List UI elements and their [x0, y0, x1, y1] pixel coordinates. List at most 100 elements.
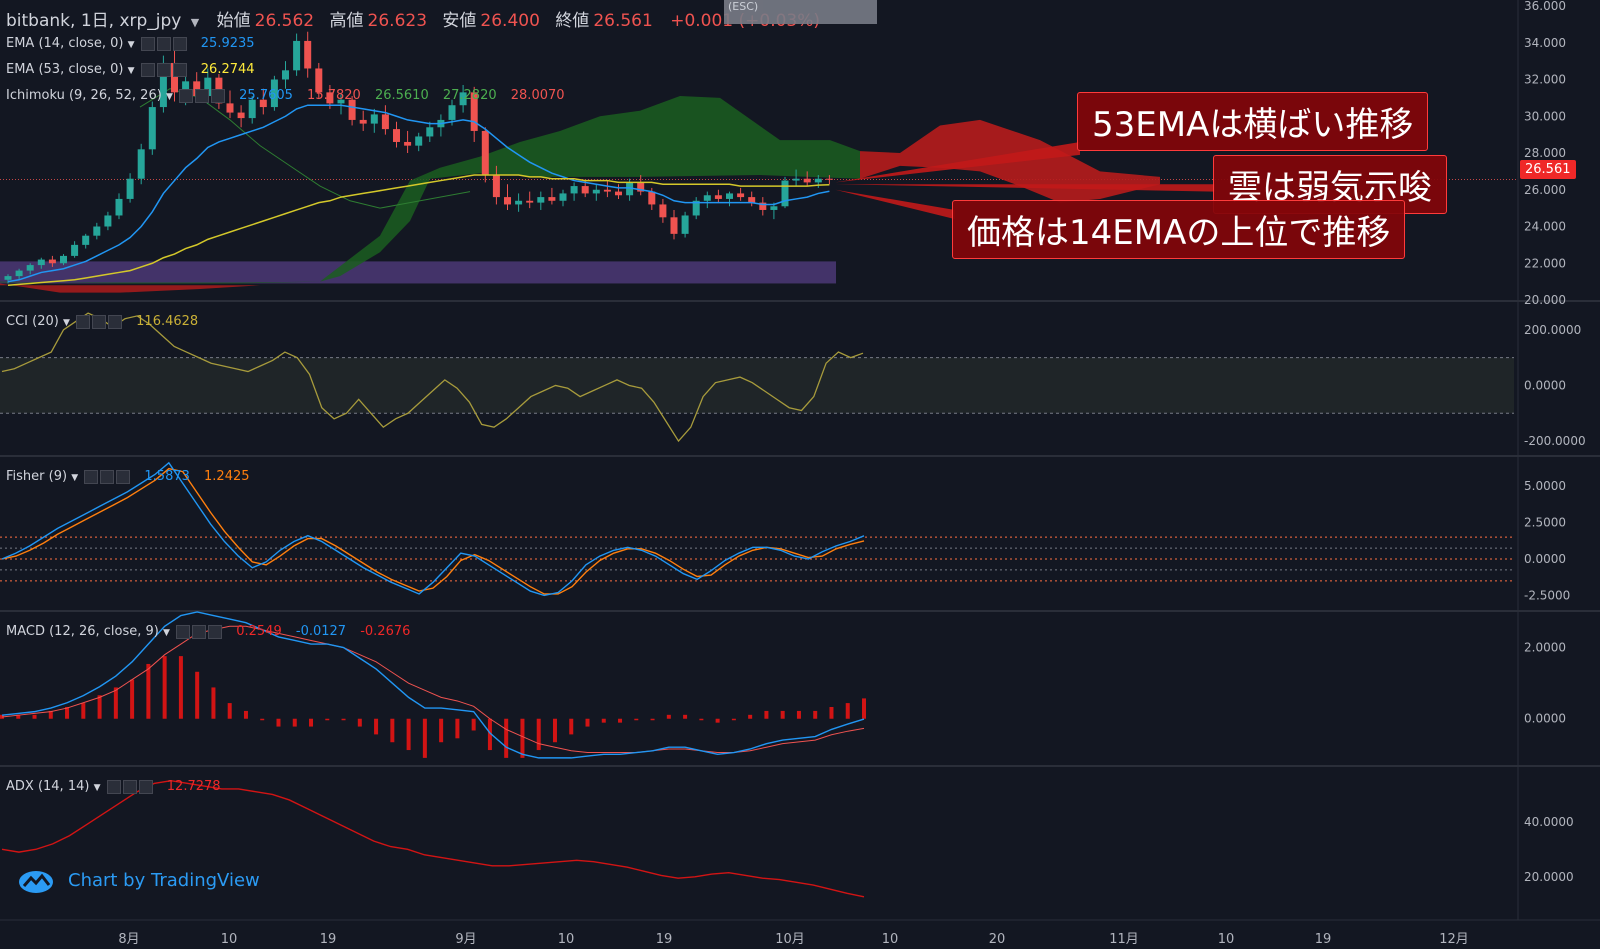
macd-histogram-bar [422, 718, 427, 758]
candle-body [492, 175, 500, 198]
gear-icon[interactable] [92, 314, 107, 329]
candle-body [537, 197, 545, 203]
ema14-legend[interactable]: EMA (14, close, 0) ▼ 25.9235 [6, 36, 255, 51]
eye-icon[interactable] [176, 624, 191, 639]
annotation-53ema: 53EMAは横ばい推移 [1077, 92, 1429, 151]
macd-histogram-bar [536, 718, 541, 751]
gear-icon[interactable] [122, 779, 137, 794]
chevron-down-icon[interactable]: ▼ [163, 628, 170, 638]
candle-body [226, 103, 234, 113]
chevron-down-icon[interactable]: ▼ [127, 66, 135, 76]
macd-line [1, 611, 865, 759]
eye-icon[interactable] [84, 469, 99, 484]
close-icon[interactable] [208, 624, 223, 639]
fisher-legend[interactable]: Fisher (9) ▼ 1.5873 1.2425 [6, 469, 250, 484]
chevron-down-icon[interactable]: ▼ [93, 783, 101, 793]
candle-body [426, 127, 434, 137]
chevron-down-icon[interactable]: ▼ [71, 473, 79, 483]
ichimoku-cloud-bearish-left [0, 283, 260, 293]
ichimoku-label: Ichimoku (9, 26, 52, 26) [6, 88, 162, 103]
adx-tick-label: 20.0000 [1524, 870, 1574, 884]
candle-body [670, 217, 678, 234]
gear-icon[interactable] [156, 36, 171, 51]
macd-histogram-bar [162, 656, 167, 719]
tradingview-logo-icon [19, 871, 53, 893]
time-tick-label: 19 [1315, 932, 1332, 947]
price-tick-label: 20.000 [1524, 293, 1566, 307]
ema53-value: 26.2744 [200, 62, 255, 77]
candle-body [814, 178, 822, 183]
eye-icon[interactable] [76, 314, 91, 329]
time-tick-label: 8月 [118, 932, 139, 947]
eye-icon[interactable] [140, 36, 155, 51]
gear-icon[interactable] [192, 624, 207, 639]
symbol-title[interactable]: bitbank, 1日, xrp_jpy [6, 11, 182, 31]
candle-body [60, 255, 67, 264]
low-label: 安値 [442, 11, 477, 31]
close-icon[interactable] [172, 36, 187, 51]
macd-histogram-bar [81, 703, 86, 719]
candle-body [259, 99, 267, 108]
macd-histogram-bar [780, 710, 785, 719]
gear-icon[interactable] [100, 469, 115, 484]
high-label: 高値 [329, 11, 364, 31]
macd-histogram-bar [276, 718, 281, 727]
chevron-down-icon[interactable]: ▼ [190, 16, 200, 29]
header: bitbank, 1日, xrp_jpy ▼ 始値 26.562 高値 26.623… [6, 6, 824, 31]
adx-label: ADX (14, 14) [6, 779, 90, 794]
time-tick-label: 12月 [1439, 932, 1469, 947]
chevron-down-icon[interactable]: ▼ [62, 318, 70, 328]
close-icon[interactable] [211, 88, 225, 103]
chevron-down-icon[interactable]: ▼ [165, 92, 173, 102]
macd-histogram-bar [341, 718, 346, 721]
candle-body [171, 62, 178, 93]
macd-histogram-bar [146, 663, 151, 719]
high-value: 26.623 [367, 11, 428, 31]
candle-body [15, 270, 23, 277]
candle-body [248, 99, 256, 119]
ema14-line [7, 104, 830, 283]
candle-body [4, 276, 12, 280]
candle-body [714, 195, 722, 199]
candle-body [370, 114, 378, 124]
macd-legend[interactable]: MACD (12, 26, close, 9) ▼ 0.2549 -0.0127… [6, 624, 410, 639]
close-icon[interactable] [116, 469, 131, 484]
fisher-tick-label: 0.0000 [1524, 552, 1566, 566]
macd-histogram-bar [309, 718, 314, 727]
candle-body [548, 197, 556, 201]
candle-body [781, 180, 789, 207]
price-tick-label: 26.000 [1524, 183, 1566, 197]
chevron-down-icon[interactable]: ▼ [127, 40, 135, 50]
gear-icon[interactable] [156, 62, 171, 77]
tradingview-watermark[interactable]: Chart by TradingView [18, 868, 260, 894]
candle-body [759, 202, 767, 210]
price-tick-label: 34.000 [1524, 36, 1566, 50]
open-label: 始値 [216, 11, 251, 31]
close-icon[interactable] [138, 779, 153, 794]
cci-legend[interactable]: CCI (20) ▼ 116.4628 [6, 314, 198, 329]
candle-body [615, 191, 622, 196]
time-tick-label: 19 [320, 932, 337, 947]
candle-body [304, 40, 312, 69]
fisher-signal-line [1, 467, 865, 595]
annotation-pointer [835, 141, 1080, 183]
ema53-legend[interactable]: EMA (53, close, 0) ▼ 26.2744 [6, 62, 255, 77]
eye-icon[interactable] [106, 779, 121, 794]
close-icon[interactable] [108, 314, 123, 329]
ichimoku-legend[interactable]: Ichimoku (9, 26, 52, 26) ▼ 25.7605 15.78… [6, 88, 565, 103]
close-icon[interactable] [172, 62, 187, 77]
last-price-tag: 26.561 [1520, 160, 1576, 179]
fisher-tick-label: 5.0000 [1524, 479, 1566, 493]
candle-body [581, 186, 589, 194]
candle-body [126, 178, 134, 199]
cci-line [1, 312, 864, 443]
gear-icon[interactable] [195, 88, 209, 103]
macd-histogram-bar [260, 718, 265, 721]
macd-histogram-bar [16, 714, 21, 719]
candle-body [603, 189, 611, 192]
candle-body [770, 206, 778, 210]
eye-icon[interactable] [179, 88, 193, 103]
adx-legend[interactable]: ADX (14, 14) ▼ 12.7278 [6, 779, 221, 794]
eye-icon[interactable] [140, 62, 155, 77]
